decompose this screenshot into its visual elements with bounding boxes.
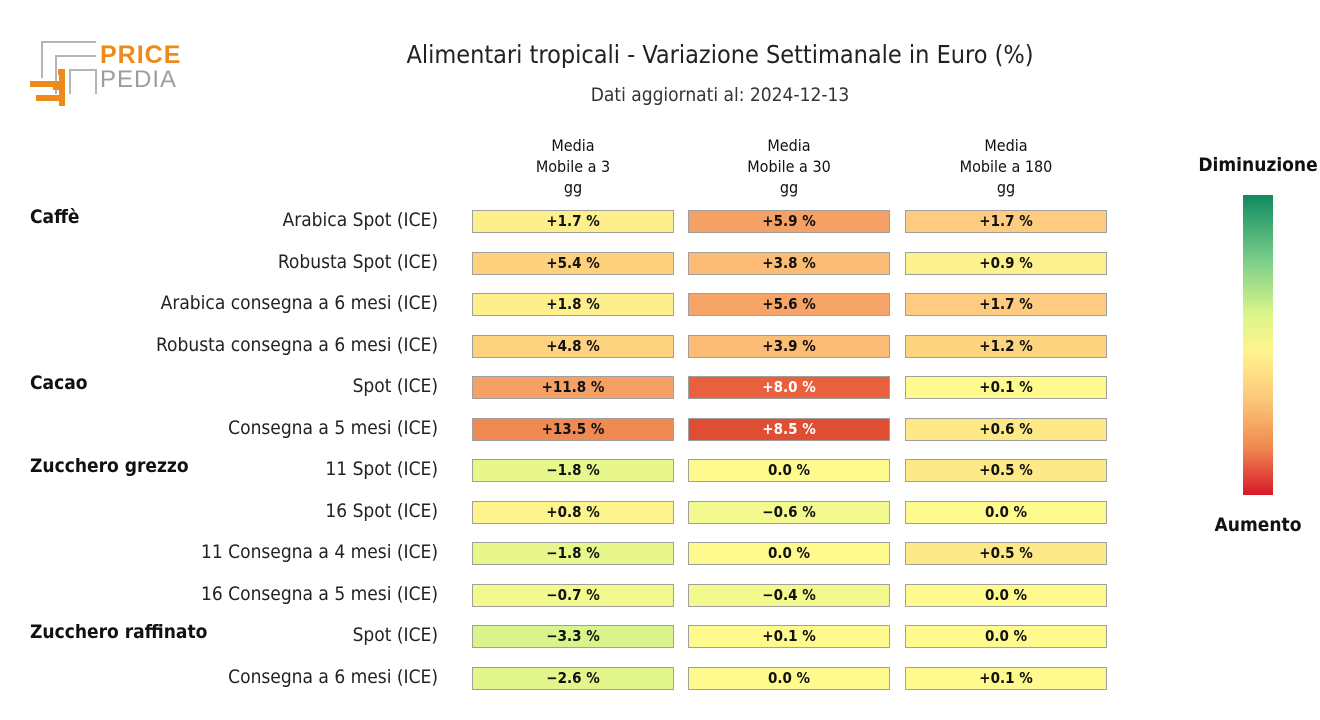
heatmap-cell: −0.6 %: [688, 500, 890, 524]
group-label: Zucchero grezzo: [30, 455, 189, 477]
column-header-0: Media Mobile a 3 gg: [472, 135, 674, 198]
heatmap-cell: 0.0 %: [905, 583, 1107, 607]
heatmap-cell: +4.8 %: [472, 334, 674, 358]
heatmap-cell: 0.0 %: [905, 500, 1107, 524]
heatmap-cell: 0.0 %: [905, 625, 1107, 648]
group-label: Caffè: [30, 206, 80, 228]
column-header-line: Mobile a 30: [747, 157, 831, 176]
heatmap-cell: +0.5 %: [905, 542, 1107, 565]
heatmap-cell: +1.2 %: [905, 334, 1107, 358]
heatmap-cell: −1.8 %: [472, 459, 674, 482]
heatmap-cell: +0.5 %: [905, 459, 1107, 482]
row-label: 11 Consegna a 4 mesi (ICE): [201, 541, 438, 563]
heatmap-cell: 0.0 %: [688, 459, 890, 482]
heatmap-cell: +0.1 %: [905, 666, 1107, 690]
heatmap-cell: −3.3 %: [472, 625, 674, 648]
legend-top-label: Diminuzione: [1198, 154, 1318, 176]
legend-bottom-label: Aumento: [1214, 514, 1302, 536]
heatmap-cell: +8.0 %: [688, 376, 890, 399]
heatmap-cell: +0.6 %: [905, 417, 1107, 441]
heatmap-cell: +11.8 %: [472, 376, 674, 399]
row-label: Consegna a 6 mesi (ICE): [228, 665, 438, 688]
row-label: Spot (ICE): [352, 375, 438, 397]
group-label: Cacao: [30, 372, 88, 394]
row-label: Spot (ICE): [352, 624, 438, 646]
heatmap-cell: −0.4 %: [688, 583, 890, 607]
logo-text-price: PRICE: [100, 41, 182, 69]
column-header-line: Mobile a 3: [535, 157, 611, 176]
row-label: 16 Spot (ICE): [325, 499, 438, 522]
heatmap-cell: +0.8 %: [472, 500, 674, 524]
heatmap-cell: 0.0 %: [688, 542, 890, 565]
row-label: Arabica Spot (ICE): [282, 209, 439, 231]
logo-text-pedia: PEDIA: [100, 66, 178, 93]
heatmap-cell: −1.8 %: [472, 542, 674, 565]
heatmap-cell: +1.7 %: [472, 210, 674, 233]
heatmap-cell: −2.6 %: [472, 666, 674, 690]
column-header-line: Mobile a 180: [959, 157, 1053, 176]
logo-mark-icon: [30, 41, 97, 106]
heatmap-cell: 0.0 %: [688, 666, 890, 690]
heatmap-cell: +8.5 %: [688, 417, 890, 441]
chart-subtitle: Dati aggiornati al: 2024-12-13: [590, 84, 850, 106]
heatmap-cell: +0.1 %: [688, 625, 890, 648]
heatmap-cell: +0.9 %: [905, 251, 1107, 275]
column-header-1: Media Mobile a 30 gg: [688, 135, 890, 198]
heatmap-cell: +5.4 %: [472, 251, 674, 275]
row-label: Robusta Spot (ICE): [277, 250, 438, 273]
heatmap-cell: +3.8 %: [688, 251, 890, 275]
column-header-line: gg: [779, 178, 799, 197]
heatmap-cell: +0.1 %: [905, 376, 1107, 399]
pricepedia-logo: PRICE PEDIA: [30, 38, 190, 110]
row-label: 11 Spot (ICE): [325, 458, 438, 480]
legend-colorbar: [1243, 195, 1273, 495]
heatmap-cell: +3.9 %: [688, 334, 890, 358]
column-header-line: Media: [767, 136, 811, 155]
row-label: Consegna a 5 mesi (ICE): [228, 416, 438, 439]
heatmap-cell: +5.9 %: [688, 210, 890, 233]
column-header-2: Media Mobile a 180 gg: [905, 135, 1107, 198]
heatmap-cell: +5.6 %: [688, 293, 890, 316]
column-header-line: gg: [996, 178, 1016, 197]
row-label: 16 Consegna a 5 mesi (ICE): [201, 582, 438, 605]
heatmap-cell: +1.7 %: [905, 293, 1107, 316]
heatmap-cell: −0.7 %: [472, 583, 674, 607]
column-header-line: Media: [551, 136, 595, 155]
row-label: Robusta consegna a 6 mesi (ICE): [156, 333, 438, 356]
column-header-line: gg: [563, 178, 583, 197]
group-label: Zucchero raffinato: [30, 621, 208, 643]
row-label: Arabica consegna a 6 mesi (ICE): [160, 292, 438, 314]
heatmap-cell: +13.5 %: [472, 417, 674, 441]
heatmap-cell: +1.8 %: [472, 293, 674, 316]
chart-title: Alimentari tropicali - Variazione Settim…: [406, 40, 1034, 69]
column-header-line: Media: [984, 136, 1028, 155]
heatmap-cell: +1.7 %: [905, 210, 1107, 233]
